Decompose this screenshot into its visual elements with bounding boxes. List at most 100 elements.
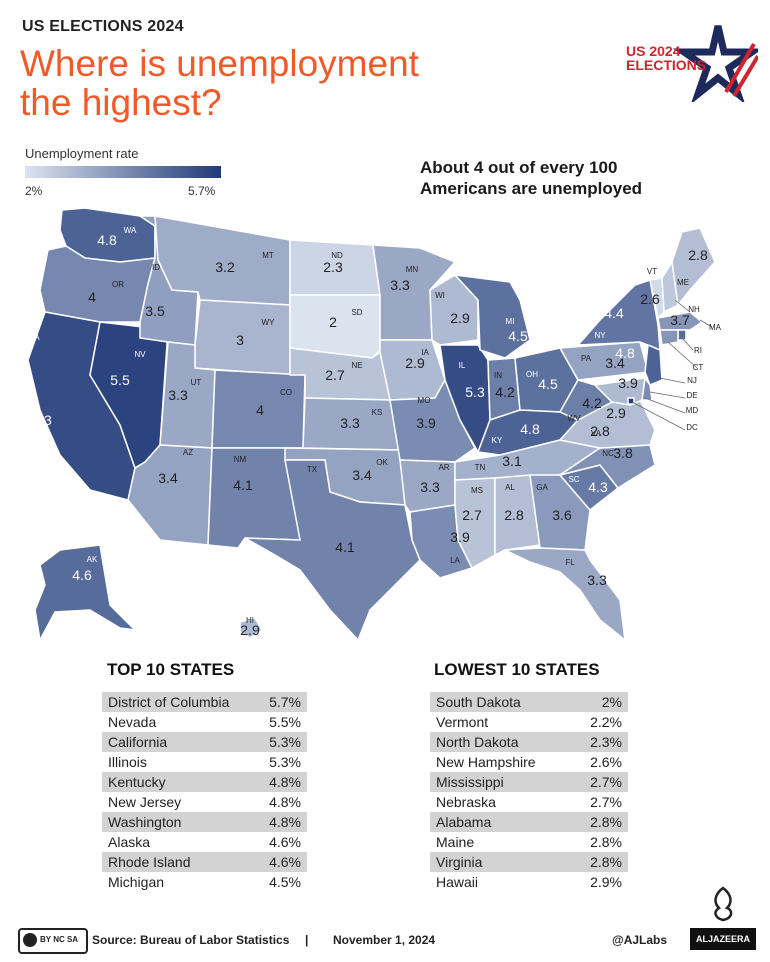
cc-license: BY NC SA [40,935,79,944]
title-line-1: Where is unemployment [20,43,419,84]
state-abbr-ME: ME [677,278,689,287]
table-row: Nebraska 2.7% [430,792,628,812]
state-abbr-HI: HI [246,616,254,625]
row-state-name: Kentucky [108,774,166,790]
row-state-name: Maine [436,834,475,850]
row-rate: 2% [601,694,622,710]
table-row: Alabama 2.8% [430,812,628,832]
state-HI [239,617,264,639]
state-value-NM: 4.1 [233,477,253,493]
state-value-GA: 3.6 [552,507,572,523]
state-value-KS: 3.3 [340,415,360,431]
state-abbr-NM: NM [234,455,247,464]
row-state-name: California [108,734,168,750]
state-value-KY: 4.8 [520,421,540,437]
state-value-WA: 4.8 [97,232,117,248]
row-state-name: Vermont [436,714,489,730]
state-abbr-MD: MD [686,406,699,415]
state-abbr-ID: ID [152,263,160,272]
state-value-WV: 4.2 [582,395,602,411]
state-abbr-SD: SD [351,308,362,317]
legend-title: Unemployment rate [25,146,139,161]
state-value-NY: 4.4 [604,305,624,321]
row-state-name: Michigan [108,874,165,890]
state-value-CO: 4 [256,402,264,418]
state-value-MO: 3.9 [416,415,436,431]
table-row: Nevada 5.5% [102,712,307,732]
row-state-name: District of Columbia [108,694,230,710]
state-abbr-AR: AR [438,463,449,472]
state-abbr-AK: AK [87,555,98,564]
state-value-FL: 3.3 [587,572,607,588]
legend-max: 5.7% [188,184,216,198]
state-abbr-KY: KY [492,436,503,445]
row-rate: 2.7% [590,774,622,790]
state-abbr-MS: MS [471,486,483,495]
row-rate: 2.8% [590,854,622,870]
row-state-name: Alabama [436,814,492,830]
state-value-IN: 4.2 [495,384,515,400]
us-map: WA4.8OR4CA5.3NV5.5ID3.5MT3.2WY3UT3.3AZ3.… [27,207,722,643]
state-labels: WA4.8OR4CA5.3NV5.5ID3.5MT3.2WY3UT3.3AZ3.… [28,226,721,638]
stripe-2 [732,54,760,98]
table-row: Washington 4.8% [102,812,307,832]
state-abbr-RI: RI [694,346,702,355]
state-MI [453,273,531,359]
creative-commons-icon: BY NC SA [18,928,88,954]
state-abbr-TN: TN [475,463,486,472]
state-value-NV: 5.5 [110,372,130,388]
state-TX [244,459,421,642]
state-abbr-KS: KS [372,408,383,417]
state-abbr-NV: NV [134,350,146,359]
state-abbr-FL: FL [565,558,575,567]
state-value-OH: 4.5 [538,376,558,392]
state-abbr-DC: DC [686,423,698,432]
logo-line-1: US 2024 [626,43,681,59]
state-abbr-NC: NC [602,449,614,458]
headline-line-2: Americans are unemployed [420,179,643,198]
date: November 1, 2024 [333,933,436,947]
legend-min: 2% [25,184,43,198]
state-abbr-LA: LA [450,556,460,565]
leader-NH [674,299,691,313]
state-MA [657,311,704,331]
state-value-SC: 4.3 [588,479,608,495]
row-state-name: South Dakota [436,694,521,710]
table-row: Mississippi 2.7% [430,772,628,792]
state-NJ [644,343,663,386]
state-value-MN: 3.3 [390,277,410,293]
aljazeera-emblem-icon [714,886,733,922]
table-row: California 5.3% [102,732,307,752]
row-rate: 4.6% [269,834,301,850]
state-abbr-NH: NH [688,305,700,314]
row-state-name: Mississippi [436,774,504,790]
state-abbr-CO: CO [280,388,292,397]
table-row: Kentucky 4.8% [102,772,307,792]
leader-DC [631,401,686,431]
row-rate: 4.5% [269,874,301,890]
table-row: Michigan 4.5% [102,872,307,892]
row-rate: 2.2% [590,714,622,730]
row-state-name: Washington [108,814,182,830]
state-value-MD: 2.9 [606,405,626,421]
state-value-MT: 3.2 [215,259,235,275]
state-abbr-CA: CA [28,333,40,342]
leader-DE [649,391,686,399]
state-value-AZ: 3.4 [158,470,178,486]
state-abbr-DE: DE [686,391,697,400]
leader-RI [681,337,694,351]
state-abbr-VT: VT [647,267,657,276]
state-value-CA: 5.3 [32,412,52,428]
state-value-WI: 2.9 [450,310,470,326]
table-row: North Dakota 2.3% [430,732,628,752]
state-abbr-OH: OH [526,370,538,379]
state-abbr-CT: CT [693,363,704,372]
state-abbr-GA: GA [536,483,548,492]
state-abbr-WA: WA [124,226,137,235]
state-value-PA: 3.4 [605,355,625,371]
row-state-name: Illinois [108,754,147,770]
state-abbr-MT: MT [262,251,274,260]
state-AK [34,544,138,643]
state-value-OR: 4 [88,289,96,305]
row-rate: 4.8% [269,814,301,830]
